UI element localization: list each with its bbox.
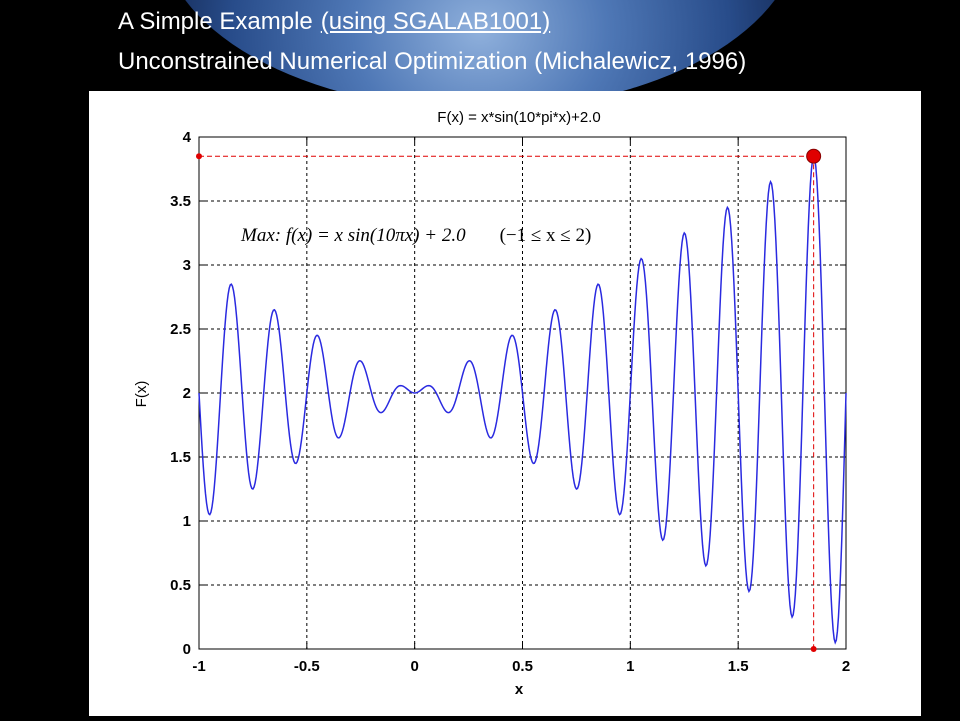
- y-tick-label: 3.5: [170, 193, 191, 210]
- max-y-marker: [196, 153, 202, 160]
- y-tick-label: 2.5: [170, 321, 191, 338]
- x-tick-label: 0.5: [512, 658, 533, 675]
- x-tick-label: -1: [192, 658, 205, 675]
- y-tick-label: 0.5: [170, 577, 191, 594]
- x-tick-label: 2: [842, 658, 850, 675]
- y-tick-label: 1: [183, 513, 191, 530]
- formula-expression: : f(x) = x sin(10πx) + 2.0: [274, 225, 466, 246]
- y-tick-label: 1.5: [170, 449, 191, 466]
- y-tick-label: 4: [183, 129, 192, 146]
- formula-max: Max: [241, 225, 275, 246]
- chart-title: F(x) = x*sin(10*pi*x)+2.0: [437, 109, 600, 126]
- formula-annotation: Max: f(x) = x sin(10πx) + 2.0 (−1 ≤ x ≤ 2…: [241, 225, 591, 247]
- formula-range: (−1 ≤ x ≤ 2): [499, 225, 592, 246]
- slide-title: A Simple Example (using SGALAB1001): [118, 8, 550, 36]
- x-tick-label: 1.5: [728, 658, 749, 675]
- chart-panel: -1 -0.5 0 0.5 1 1.5 2 0 0.5 1 1.5 2 2.5 3 3.5 4 F(x) = …: [89, 91, 921, 716]
- slide-title-link: (using SGALAB1001): [320, 8, 551, 35]
- x-tick-label: 1: [626, 658, 634, 675]
- y-axis-label: F(x): [133, 381, 150, 408]
- function-curve: [198, 154, 847, 645]
- x-tick-label: -0.5: [294, 658, 320, 675]
- max-point-marker: [806, 148, 822, 164]
- chart-svg: -1 -0.5 0 0.5 1 1.5 2 0 0.5 1 1.5 2 2.5 3 3.5 4 F(x) = …: [133, 109, 850, 698]
- y-tick-label: 0: [183, 641, 191, 658]
- x-tick-label: 0: [410, 658, 418, 675]
- x-axis-label: x: [515, 681, 524, 698]
- slide-subtitle: Unconstrained Numerical Optimization (Mi…: [118, 48, 747, 75]
- y-tick-label: 2: [183, 385, 191, 402]
- max-x-marker: [810, 646, 817, 652]
- y-tick-label: 3: [183, 257, 191, 274]
- slide-title-text: A Simple Example: [118, 8, 313, 35]
